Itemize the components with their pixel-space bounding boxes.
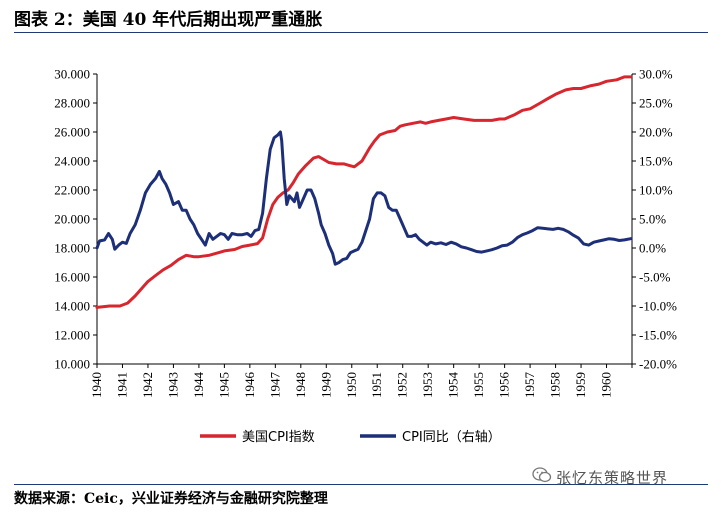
right-tick-label: 5.0%	[639, 212, 666, 227]
source-rule	[14, 484, 708, 485]
x-tick-label: 1952	[395, 372, 410, 398]
x-tick-label: 1949	[318, 372, 333, 398]
right-tick-label: 20.0%	[639, 125, 673, 140]
x-tick-label: 1957	[522, 372, 537, 399]
left-tick-label: 30.000	[54, 67, 90, 82]
x-tick-label: 1942	[140, 372, 155, 398]
x-tick-label: 1955	[471, 372, 486, 398]
wechat-icon	[532, 467, 552, 483]
title-rule	[14, 32, 708, 33]
cpi-line-chart: 10.000 12.000 14.000 16.000 18.000 20.000 22.0…	[54, 67, 677, 446]
left-tick-label: 10.000	[54, 357, 90, 372]
right-tick-label: 25.0%	[639, 96, 673, 111]
cpi-yoy-line	[95, 130, 633, 266]
x-tick-label: 1947	[267, 372, 282, 399]
x-tick-label: 1951	[369, 372, 384, 398]
x-tick-label: 1950	[344, 372, 359, 398]
x-tick-label: 1948	[293, 372, 308, 398]
x-tick-label: 1960	[599, 372, 614, 398]
x-tick-label: 1943	[165, 372, 180, 398]
x-tick-label: 1953	[420, 372, 435, 398]
right-tick-label: -10.0%	[639, 299, 677, 314]
x-tick-label: 1954	[446, 372, 461, 399]
x-tick-label: 1945	[216, 372, 231, 398]
left-tick-label: 28.000	[54, 96, 90, 111]
x-tick-label: 1940	[89, 372, 104, 398]
left-tick-label: 20.000	[54, 212, 90, 227]
left-tick-label: 26.000	[54, 125, 90, 140]
cpi-index-line	[95, 75, 633, 309]
x-tick-label: 1941	[114, 372, 129, 398]
right-tick-label: 0.0%	[639, 241, 666, 256]
figure-title: 图表 2：美国 40 年代后期出现严重通胀	[14, 10, 323, 30]
left-tick-label: 18.000	[54, 241, 90, 256]
right-tick-label: 30.0%	[639, 67, 673, 82]
right-tick-label: -5.0%	[639, 270, 671, 285]
legend-label-cpi-index: 美国CPI指数	[242, 430, 315, 445]
x-tick-label: 1959	[573, 372, 588, 398]
right-tick-label: 15.0%	[639, 154, 673, 169]
data-source: 数据来源：Ceic，兴业证券经济与金融研究院整理	[14, 491, 328, 507]
left-tick-label: 16.000	[54, 270, 90, 285]
x-tick-label: 1944	[191, 372, 206, 399]
left-tick-label: 22.000	[54, 183, 90, 198]
right-tick-label: -15.0%	[639, 328, 677, 343]
right-tick-label: -20.0%	[639, 357, 677, 372]
watermark-text: 张忆东策略世界	[556, 469, 669, 487]
legend-label-cpi-yoy: CPI同比（右轴）	[402, 430, 501, 445]
left-tick-label: 14.000	[54, 299, 90, 314]
x-tick-label: 1958	[548, 372, 563, 398]
x-tick-label: 1956	[497, 371, 512, 398]
right-tick-label: 10.0%	[639, 183, 673, 198]
x-tick-label: 1946	[242, 372, 257, 399]
left-tick-label: 12.000	[54, 328, 90, 343]
left-tick-label: 24.000	[54, 154, 90, 169]
